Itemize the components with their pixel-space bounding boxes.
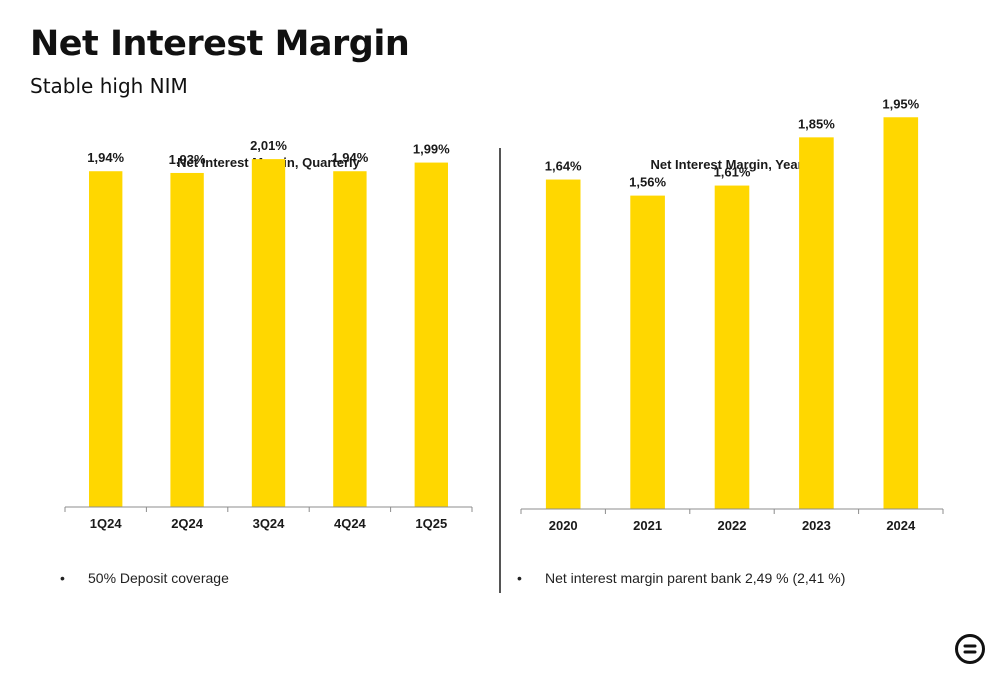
bullet-icon: • bbox=[517, 570, 522, 586]
bar-2023 bbox=[799, 137, 834, 510]
chart-title: Net Interest Margin, Yearly bbox=[650, 157, 814, 172]
left-note: • 50% Deposit coverage bbox=[60, 570, 229, 586]
tick-label-2020: 2020 bbox=[549, 518, 578, 533]
bullet-icon: • bbox=[60, 570, 65, 586]
tick-label-2Q24: 2Q24 bbox=[171, 516, 204, 531]
data-label-2021: 1,56% bbox=[629, 175, 666, 190]
page-subtitle: Stable high NIM bbox=[30, 74, 188, 98]
data-label-3Q24: 2,01% bbox=[250, 138, 287, 153]
data-label-1Q24: 1,94% bbox=[87, 150, 124, 165]
data-label-2024: 1,95% bbox=[882, 96, 919, 111]
bar-3Q24 bbox=[251, 159, 286, 507]
data-label-2Q24: 1,93% bbox=[169, 152, 206, 167]
bar-2024 bbox=[883, 117, 919, 510]
bar-2Q24 bbox=[170, 172, 204, 507]
tick-label-1Q24: 1Q24 bbox=[90, 516, 123, 531]
data-label-1Q25: 1,99% bbox=[413, 142, 450, 157]
tick-label-3Q24: 3Q24 bbox=[253, 516, 286, 531]
data-label-4Q24: 1,94% bbox=[331, 150, 368, 165]
data-label-2023: 1,85% bbox=[798, 116, 835, 131]
bar-1Q25 bbox=[414, 162, 448, 508]
tick-label-2024: 2024 bbox=[886, 518, 916, 533]
tick-label-2022: 2022 bbox=[718, 518, 747, 533]
bar-2022 bbox=[714, 185, 750, 509]
bar-2021 bbox=[630, 195, 665, 509]
data-label-2022: 1,61% bbox=[714, 165, 751, 180]
equals-circle-icon bbox=[955, 634, 985, 664]
tick-label-2021: 2021 bbox=[633, 518, 662, 533]
bar-1Q24 bbox=[89, 171, 123, 507]
chart-divider bbox=[499, 148, 501, 593]
bar-2020 bbox=[545, 179, 581, 510]
right-note-text: Net interest margin parent bank 2,49 % (… bbox=[545, 570, 846, 586]
yearly-nim-chart: Net Interest Margin, Yearly 1,64% 2020 1,56… bbox=[520, 96, 944, 533]
page-title: Net Interest Margin bbox=[30, 24, 410, 64]
bar-4Q24 bbox=[333, 171, 367, 507]
quarterly-nim-chart: Net Interest Margin, Quarterly1,94%1Q241… bbox=[64, 138, 473, 531]
data-label-2020: 1,64% bbox=[545, 159, 582, 174]
right-note: • Net interest margin parent bank 2,49 % … bbox=[517, 570, 845, 586]
left-note-text: 50% Deposit coverage bbox=[88, 570, 229, 586]
tick-label-1Q25: 1Q25 bbox=[415, 516, 447, 531]
tick-label-2023: 2023 bbox=[802, 518, 831, 533]
tick-label-4Q24: 4Q24 bbox=[334, 516, 367, 531]
